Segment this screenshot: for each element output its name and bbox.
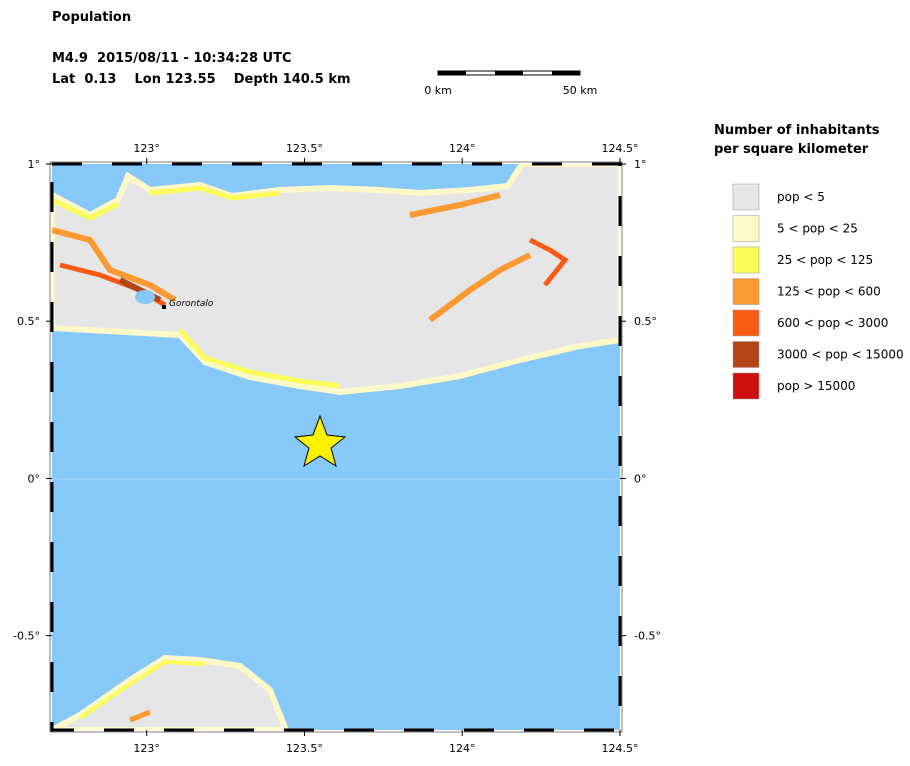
legend-swatch — [732, 278, 760, 305]
legend: pop < 5 5 < pop < 25 25 < pop < 125 125 < p… — [732, 183, 904, 400]
title: Population — [52, 10, 131, 25]
map-frame — [50, 162, 622, 732]
map-frame-outline — [49, 161, 623, 733]
legend-label: 25 < pop < 125 — [777, 253, 873, 267]
scale-start: 0 km — [424, 84, 452, 97]
legend-swatch — [732, 246, 760, 274]
legend-swatch — [732, 341, 760, 368]
ticks: 123° 123° 123.5° 123.5° 124° 124° 124.5° 124.5°… — [13, 142, 661, 755]
map: Gorontalo — [52, 164, 620, 730]
legend-label: pop < 5 — [777, 190, 825, 204]
lat-tick-label: 0° — [634, 472, 647, 485]
scale-end: 50 km — [563, 84, 598, 97]
lat-tick-label: 0° — [28, 472, 41, 485]
legend-swatch — [732, 309, 760, 337]
lat-tick-label: 1° — [28, 158, 41, 171]
lon-tick-label: 124° — [449, 742, 476, 755]
epicenter-star — [293, 414, 347, 468]
lon-tick-label: 123.5° — [286, 142, 323, 155]
event-info: M4.9 2015/08/11 - 10:34:28 UTC — [52, 51, 291, 66]
lon-tick-label: 124° — [449, 142, 476, 155]
lon-tick-label: 124.5° — [602, 142, 639, 155]
legend-label: 600 < pop < 3000 — [777, 316, 888, 330]
legend-swatch — [732, 372, 760, 400]
lon-tick-label: 124.5° — [602, 742, 639, 755]
lat-tick-label: -0.5° — [13, 630, 40, 643]
lon-tick-label: 123° — [133, 142, 160, 155]
legend-label: 5 < pop < 25 — [777, 222, 858, 236]
legend-swatch — [732, 183, 760, 211]
lat-tick-label: 0.5° — [634, 315, 657, 328]
legend-label: 125 < pop < 600 — [777, 285, 881, 299]
city-label: Gorontalo — [169, 299, 214, 309]
scale-bar: 0 km 50 km — [424, 70, 598, 97]
lat-tick-label: 0.5° — [17, 315, 40, 328]
legend-title: Number of inhabitants — [714, 123, 880, 138]
location-info: Lat 0.13 Lon 123.55 Depth 140.5 km — [52, 72, 351, 87]
legend-title: per square kilometer — [714, 142, 869, 157]
legend-label: pop > 15000 — [777, 379, 855, 393]
lat-tick-label: 1° — [634, 158, 647, 171]
legend-label: 3000 < pop < 15000 — [777, 348, 904, 362]
lat-tick-label: -0.5° — [634, 630, 661, 643]
lon-tick-label: 123° — [133, 742, 160, 755]
legend-swatch — [732, 215, 760, 242]
lon-tick-label: 123.5° — [286, 742, 323, 755]
